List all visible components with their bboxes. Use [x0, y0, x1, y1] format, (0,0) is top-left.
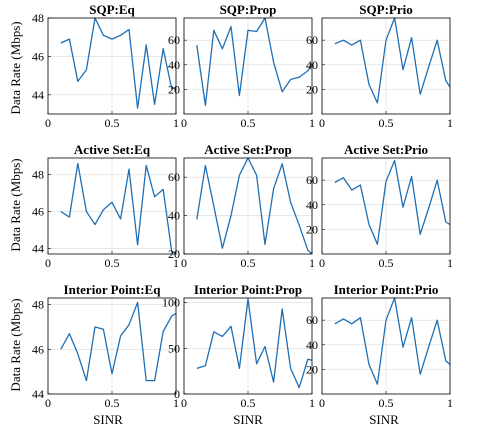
y-tick-label-1: 20: [168, 82, 180, 96]
y-tick-label-1: 20: [168, 247, 180, 261]
subplot-title: Active Set:Eq: [74, 142, 151, 157]
subplot-title: Interior Point:Eq: [64, 282, 162, 297]
series-line-1: [60, 17, 177, 109]
x-tick-label-1: 0: [181, 256, 187, 270]
y-tick-label-3: 60: [306, 313, 318, 327]
x-tick-label-3: 1: [173, 256, 179, 270]
y-tick-label-3: 60: [306, 173, 318, 187]
ylabel-group: Data Rate (Mbps) Data Rate (Mbps) Data R…: [8, 21, 23, 391]
y-tick-label-3: 60: [168, 33, 180, 47]
ylabel-row-3: Data Rate (Mbps): [8, 298, 23, 391]
x-tick-label-3: 1: [309, 116, 315, 130]
x-tick-label-2: 0.5: [379, 396, 394, 410]
x-tick-label-1: 0: [45, 256, 51, 270]
subplot-1: 0 0.5 1 44 46 48 SQP:Eq: [32, 2, 179, 130]
subplot-title: Active Set:Prop: [204, 142, 291, 157]
y-tick-label-3: 48: [32, 298, 44, 312]
subplot-3: 0 0.5 1 20 40 60 SQP:Prio: [306, 2, 453, 130]
ylabel-row-2: Data Rate (Mbps): [8, 158, 23, 251]
y-tick-label-2: 46: [32, 205, 44, 219]
y-tick-label-3: 48: [32, 168, 44, 182]
y-tick-label-1: 44: [32, 88, 44, 102]
subplot-title: Active Set:Prio: [344, 142, 428, 157]
y-tick-label-2: 46: [32, 342, 44, 356]
x-tick-label-3: 1: [173, 396, 179, 410]
y-tick-label-1: 20: [306, 82, 318, 96]
y-tick-label-1: 0: [174, 387, 180, 401]
series-line-1: [334, 17, 451, 104]
x-tick-label-2: 0.5: [241, 256, 256, 270]
y-tick-label-2: 40: [306, 338, 318, 352]
xlabel-col-2: SINR: [233, 412, 263, 427]
subplot-9: 0 0.5 1 20 40 60 Interior Point:Prio: [306, 282, 453, 410]
x-tick-label-3: 1: [447, 116, 453, 130]
xlabel-col-3: SINR: [369, 412, 399, 427]
x-tick-label-1: 0: [45, 116, 51, 130]
xlabel-group: SINR SINR SINR: [93, 412, 399, 427]
x-tick-label-1: 0: [319, 256, 325, 270]
x-tick-label-3: 1: [447, 256, 453, 270]
xlabel-col-1: SINR: [93, 412, 123, 427]
series-line-1: [196, 17, 313, 107]
x-tick-label-3: 1: [447, 396, 453, 410]
series-line-1: [60, 162, 176, 253]
series-line-1: [196, 157, 313, 255]
x-tick-label-1: 0: [181, 116, 187, 130]
y-tick-label-2: 40: [168, 58, 180, 72]
y-tick-label-2: 50: [168, 341, 180, 355]
subplot-title: SQP:Prio: [359, 2, 412, 17]
x-tick-label-3: 1: [309, 396, 315, 410]
y-tick-label-1: 20: [306, 362, 318, 376]
ylabel-row-1: Data Rate (Mbps): [8, 21, 23, 114]
x-tick-label-2: 0.5: [105, 256, 120, 270]
x-tick-label-1: 0: [319, 116, 325, 130]
y-tick-label-2: 40: [306, 198, 318, 212]
y-tick-label-1: 20: [306, 222, 318, 236]
subplot-title: Interior Point:Prio: [334, 282, 439, 297]
series-line-1: [334, 159, 451, 245]
x-tick-label-2: 0.5: [105, 396, 120, 410]
subplot-title: SQP:Eq: [89, 2, 135, 17]
series-line-1: [60, 301, 177, 382]
x-tick-label-1: 0: [45, 396, 51, 410]
subplot-4: 0 0.5 1 44 46 48 Active Set:Eq: [32, 142, 179, 270]
subplot-2: 0 0.5 1 20 40 60 SQP:Prop: [168, 2, 315, 130]
x-tick-label-2: 0.5: [379, 116, 394, 130]
x-tick-label-2: 0.5: [241, 116, 256, 130]
y-tick-label-1: 44: [32, 387, 44, 401]
x-tick-label-3: 1: [173, 116, 179, 130]
y-tick-label-2: 46: [32, 49, 44, 63]
y-tick-label-2: 40: [168, 209, 180, 223]
x-tick-label-3: 1: [309, 256, 315, 270]
x-tick-label-2: 0.5: [241, 396, 256, 410]
x-tick-label-2: 0.5: [379, 256, 394, 270]
y-tick-label-2: 40: [306, 58, 318, 72]
y-tick-label-1: 44: [32, 241, 44, 255]
x-tick-label-1: 0: [181, 396, 187, 410]
subplot-title: SQP:Prop: [220, 2, 277, 17]
series-line-1: [334, 297, 451, 385]
y-tick-label-3: 60: [306, 33, 318, 47]
x-tick-label-2: 0.5: [105, 116, 120, 130]
x-tick-label-1: 0: [319, 396, 325, 410]
y-tick-label-3: 60: [168, 170, 180, 184]
y-tick-label-3: 100: [162, 296, 180, 310]
subplot-title: Interior Point:Prop: [194, 282, 302, 297]
y-tick-label-3: 48: [32, 11, 44, 25]
series-line-1: [196, 298, 313, 389]
subplot-7: 0 0.5 1 44 46 48 Interior Point:Eq: [32, 282, 179, 410]
subplot-6: 0 0.5 1 20 40 60 Active Set:Prio: [306, 142, 453, 270]
